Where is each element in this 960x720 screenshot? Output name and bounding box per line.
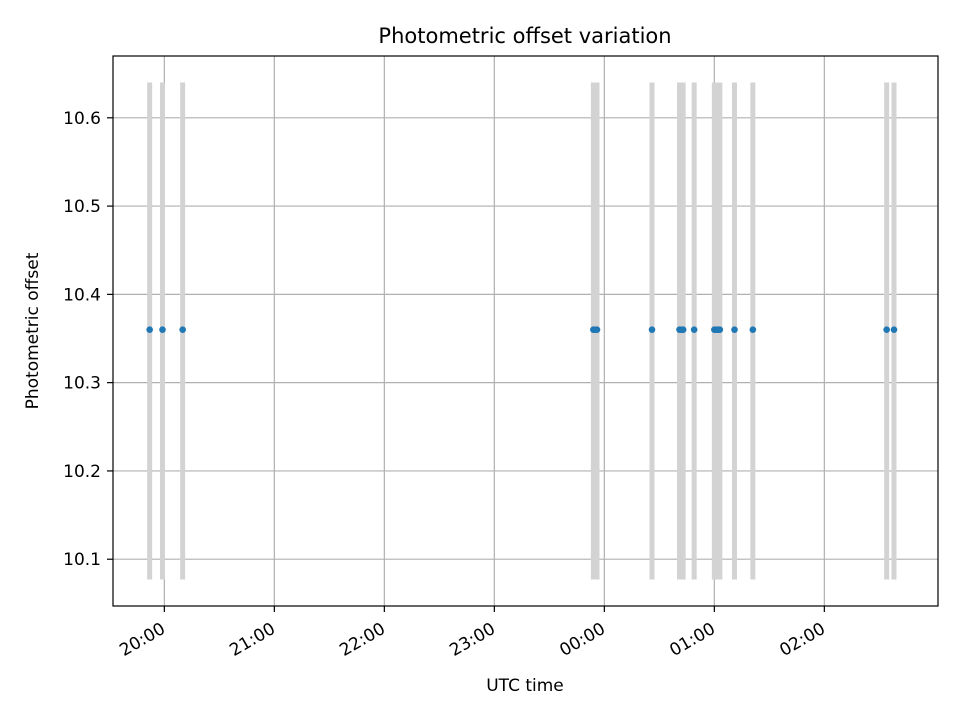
plot-area — [113, 56, 938, 606]
y-tick-label: 10.2 — [63, 462, 101, 482]
data-point — [159, 326, 166, 333]
data-point — [891, 326, 898, 333]
x-axis-label: UTC time — [486, 676, 564, 696]
data-point — [750, 326, 757, 333]
y-tick-label: 10.4 — [63, 285, 101, 305]
data-point — [146, 326, 153, 333]
data-point — [883, 326, 890, 333]
chart-root: 20:00 21:00 22:00 23:00 00:00 01:00 02:00 10.1… — [0, 0, 960, 720]
y-axis-label: Photometric offset — [23, 252, 43, 409]
data-point — [691, 326, 698, 333]
data-point — [717, 326, 724, 333]
data-point — [680, 326, 687, 333]
y-tick-label: 10.1 — [63, 550, 101, 570]
data-point — [179, 326, 186, 333]
data-point — [731, 326, 738, 333]
chart-svg: 20:00 21:00 22:00 23:00 00:00 01:00 02:00 10.1… — [0, 0, 960, 720]
chart-title: Photometric offset variation — [378, 24, 671, 48]
y-tick-label: 10.6 — [63, 109, 101, 129]
data-point — [594, 326, 601, 333]
data-point — [649, 326, 656, 333]
y-tick-label: 10.5 — [63, 197, 101, 217]
y-tick-label: 10.3 — [63, 374, 101, 394]
